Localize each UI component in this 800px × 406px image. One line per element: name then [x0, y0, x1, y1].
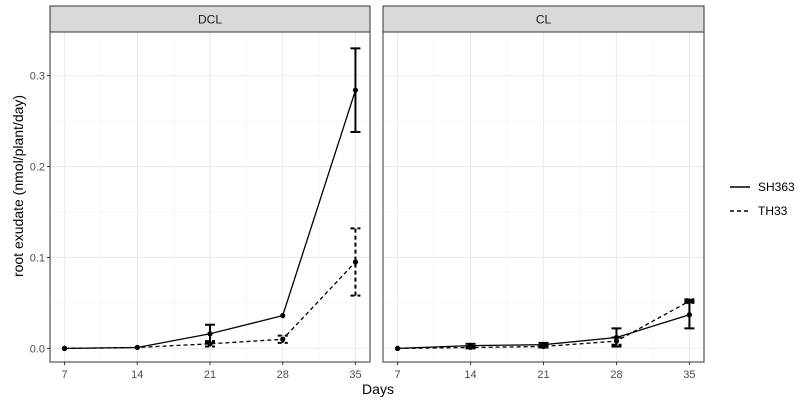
y-tick-label: 0.0 [30, 343, 45, 355]
x-tick-label: 7 [395, 369, 401, 381]
series-line [64, 261, 356, 350]
series-th33 [61, 227, 361, 351]
data-point [280, 336, 286, 342]
legend-label: SH363 [758, 180, 795, 194]
x-tick-label: 14 [464, 369, 476, 381]
x-tick-label: 21 [204, 369, 216, 381]
data-point [686, 312, 693, 318]
data-point [352, 259, 359, 265]
legend-label: TH33 [758, 204, 788, 218]
facet-strip [382, 5, 705, 33]
panel-dcl: DCL 7 14 21 28 35 0.0 0.1 0.2 0.3 [30, 5, 371, 381]
data-point [686, 298, 693, 304]
x-tick-label: 21 [537, 369, 549, 381]
y-tick-label: 0.3 [30, 71, 45, 83]
data-point [467, 344, 474, 351]
x-tick-label: 35 [349, 369, 361, 381]
facet-strip-label: CL [536, 13, 552, 27]
data-point [613, 338, 620, 344]
legend-item-sh363: SH363 [730, 180, 795, 194]
y-tick-label: 0.1 [30, 252, 45, 264]
series-th33 [394, 298, 695, 351]
legend-item-th33: TH33 [730, 204, 788, 218]
data-point [540, 343, 547, 350]
panel-cl: CL 7 14 21 28 35 [382, 5, 705, 381]
x-tick-label: 35 [683, 369, 695, 381]
data-point [280, 313, 286, 319]
data-point [134, 344, 140, 351]
x-tick-label: 7 [61, 369, 67, 381]
data-point [352, 87, 359, 93]
data-point [394, 345, 401, 351]
legend: SH363 TH33 [730, 180, 795, 218]
data-point [207, 331, 213, 337]
data-point [207, 341, 213, 347]
x-tick-label: 28 [277, 369, 289, 381]
x-axis-title: Days [362, 381, 394, 397]
facet-strip-label: DCL [198, 13, 222, 27]
y-axis-title: root exudate (nmol/plant/day) [10, 95, 26, 277]
series-line [397, 300, 690, 350]
facet-strip [49, 5, 371, 33]
y-tick-label: 0.2 [30, 162, 45, 174]
series-sh363 [61, 47, 361, 351]
data-point [61, 345, 68, 351]
x-tick-label: 14 [131, 369, 143, 381]
x-tick-label: 28 [610, 369, 622, 381]
